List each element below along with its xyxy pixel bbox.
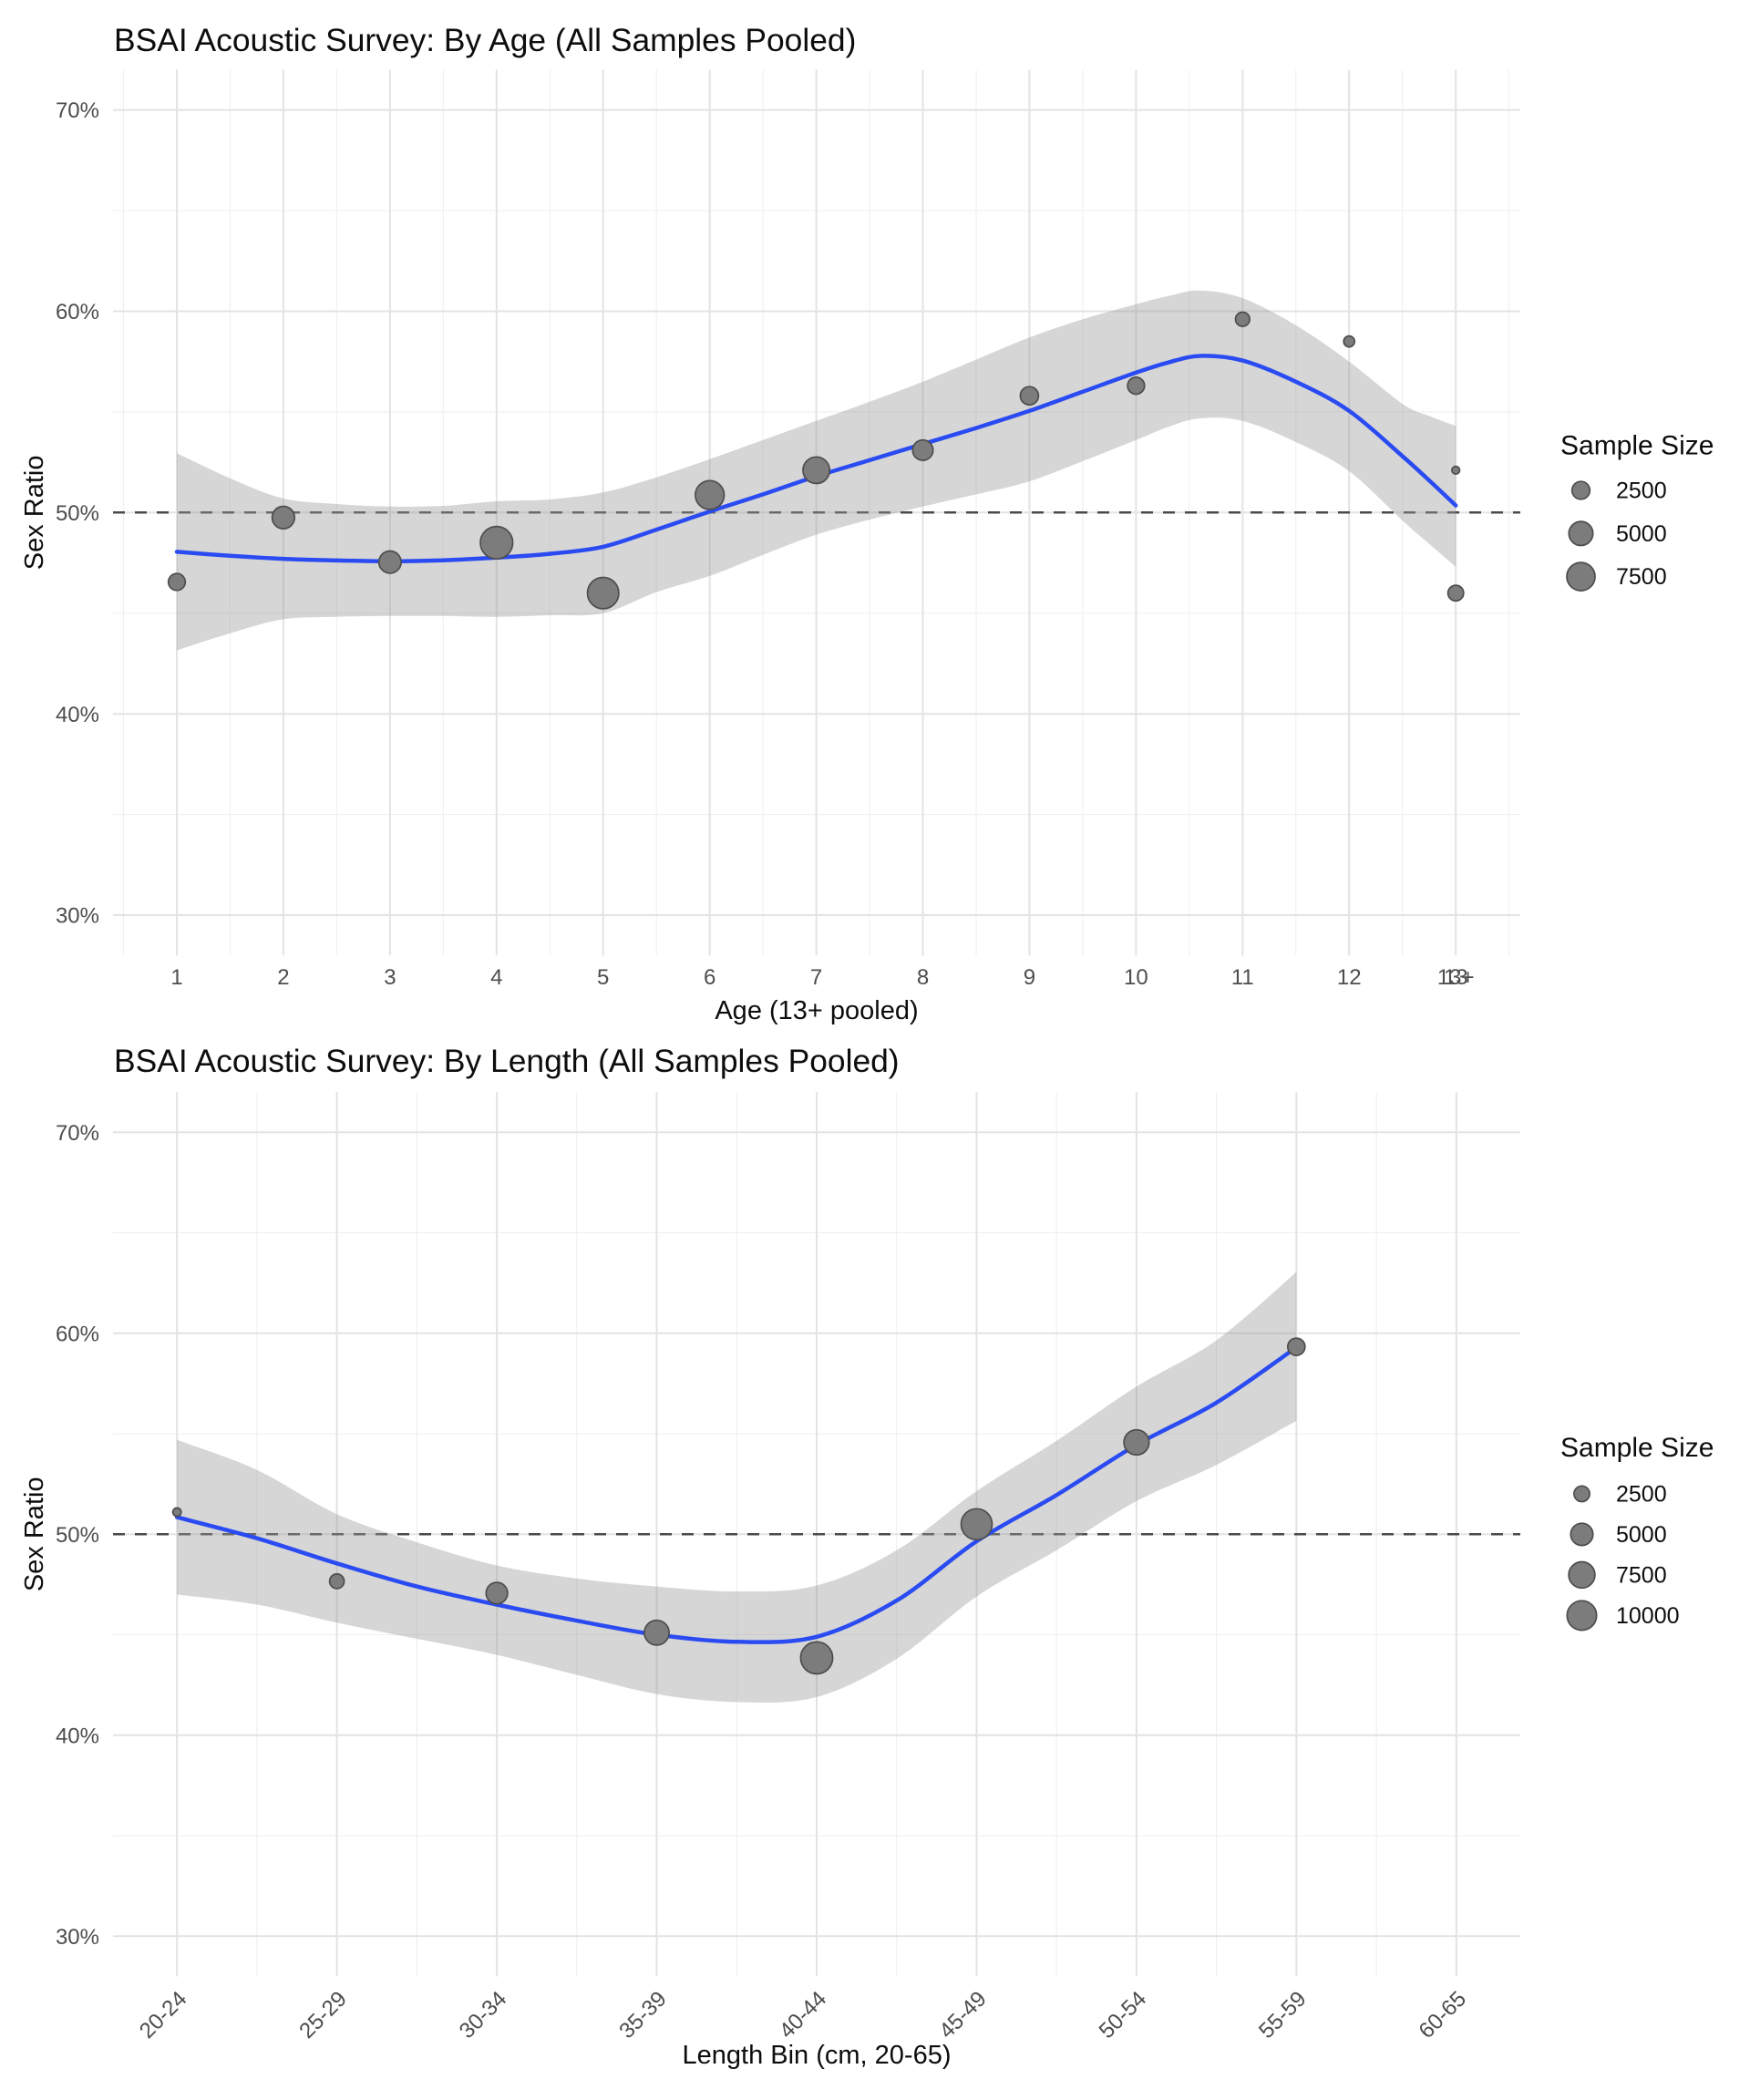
svg-text:Length Bin (cm, 20-65): Length Bin (cm, 20-65) bbox=[683, 2041, 952, 2070]
svg-text:4: 4 bbox=[490, 965, 502, 990]
svg-text:12: 12 bbox=[1337, 965, 1362, 990]
svg-text:BSAI Acoustic Survey: By Age (: BSAI Acoustic Survey: By Age (All Sample… bbox=[114, 22, 856, 58]
svg-text:Age (13+ pooled): Age (13+ pooled) bbox=[715, 996, 918, 1025]
svg-text:30%: 30% bbox=[56, 1925, 99, 1950]
svg-text:11: 11 bbox=[1231, 965, 1254, 990]
svg-text:70%: 70% bbox=[56, 1121, 99, 1146]
svg-text:1: 1 bbox=[170, 965, 182, 990]
svg-text:BSAI Acoustic Survey: By Lengt: BSAI Acoustic Survey: By Length (All Sam… bbox=[114, 1043, 900, 1079]
svg-text:8: 8 bbox=[917, 965, 929, 990]
svg-text:60%: 60% bbox=[56, 300, 99, 324]
svg-text:Sex Ratio: Sex Ratio bbox=[20, 456, 49, 571]
svg-text:30%: 30% bbox=[56, 904, 99, 929]
svg-text:9: 9 bbox=[1024, 965, 1035, 990]
svg-text:7500: 7500 bbox=[1616, 1563, 1667, 1589]
svg-text:60%: 60% bbox=[56, 1322, 99, 1346]
svg-text:7500: 7500 bbox=[1616, 564, 1667, 590]
svg-text:13: 13 bbox=[1444, 965, 1468, 990]
svg-text:5000: 5000 bbox=[1616, 521, 1667, 547]
svg-text:Sex Ratio: Sex Ratio bbox=[20, 1477, 49, 1591]
svg-text:10000: 10000 bbox=[1616, 1603, 1680, 1629]
svg-text:13+: 13+ bbox=[1437, 965, 1475, 990]
svg-text:5000: 5000 bbox=[1616, 1522, 1667, 1548]
svg-text:3: 3 bbox=[384, 965, 396, 990]
svg-text:2500: 2500 bbox=[1616, 1482, 1667, 1508]
svg-text:Sample Size: Sample Size bbox=[1560, 431, 1714, 461]
svg-text:10: 10 bbox=[1124, 965, 1148, 990]
svg-text:7: 7 bbox=[810, 965, 822, 990]
svg-text:6: 6 bbox=[704, 965, 715, 990]
svg-text:Sample Size: Sample Size bbox=[1560, 1433, 1714, 1463]
svg-text:40%: 40% bbox=[56, 703, 99, 727]
svg-text:50%: 50% bbox=[56, 1523, 99, 1548]
svg-text:2: 2 bbox=[277, 965, 289, 990]
svg-text:40%: 40% bbox=[56, 1724, 99, 1748]
svg-text:2500: 2500 bbox=[1616, 479, 1667, 504]
svg-text:50%: 50% bbox=[56, 501, 99, 526]
svg-text:5: 5 bbox=[597, 965, 609, 990]
svg-text:70%: 70% bbox=[56, 98, 99, 123]
